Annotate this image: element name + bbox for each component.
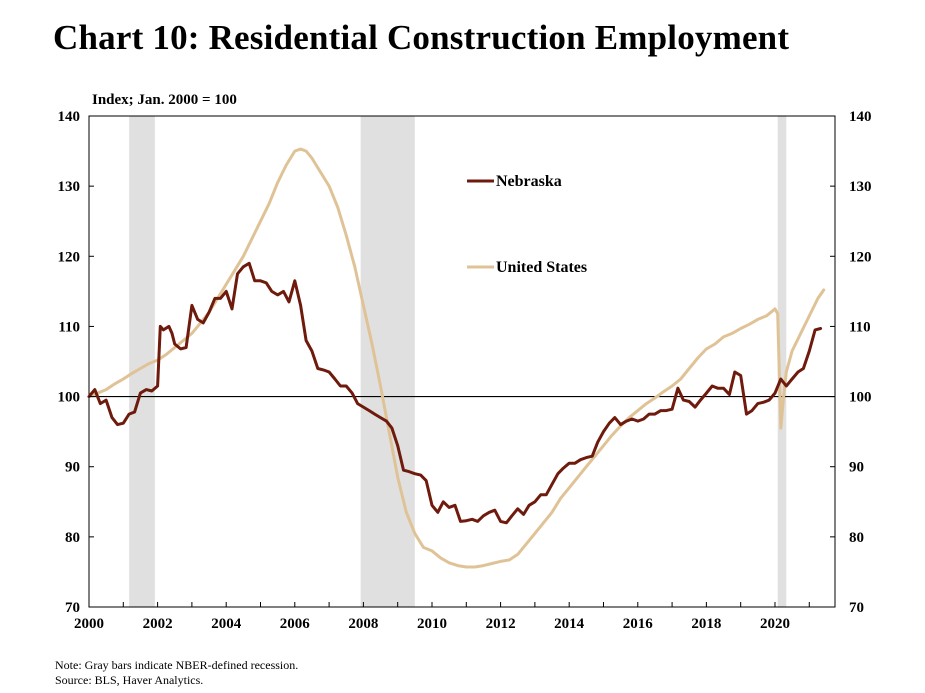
- source-note: Source: BLS, Haver Analytics.: [55, 673, 204, 687]
- y-tick-label-left: 100: [58, 390, 81, 406]
- axis-ticks: [88, 115, 835, 608]
- chart-title: Chart 10: Residential Construction Emplo…: [53, 18, 790, 57]
- y-tick-label-right: 120: [849, 249, 872, 265]
- y-tick-label-left: 110: [58, 319, 80, 335]
- x-tick-label: 2016: [623, 616, 654, 632]
- y-tick-label-left: 130: [58, 179, 81, 195]
- x-tick-label: 2008: [348, 616, 378, 632]
- y-tick-label-left: 80: [65, 530, 80, 546]
- plot-border: [88, 115, 836, 608]
- x-tick-label: 2000: [74, 616, 104, 632]
- x-tick-label: 2018: [691, 616, 721, 632]
- y-tick-label-right: 130: [849, 179, 872, 195]
- y-axis-unit-label: Index; Jan. 2000 = 100: [92, 92, 237, 108]
- recession-bar-1: [360, 116, 415, 607]
- chart-notes: Note: Gray bars indicate NBER-defined re…: [55, 658, 298, 688]
- x-tick-label: 2004: [211, 616, 242, 632]
- legend-item-nebraska: Nebraska: [467, 173, 562, 190]
- x-tick-label: 2010: [417, 616, 447, 632]
- x-tick-label: 2006: [280, 616, 311, 632]
- recession-bar-2: [777, 116, 787, 607]
- y-tick-label-right: 110: [849, 319, 871, 335]
- legend: Nebraska United States: [467, 173, 587, 276]
- legend-label: United States: [496, 259, 587, 276]
- y-tick-label-right: 90: [849, 460, 864, 476]
- series-line-united-states: [87, 147, 826, 569]
- x-tick-label: 2020: [760, 616, 790, 632]
- legend-label: Nebraska: [496, 173, 562, 190]
- y-tick-label-right: 140: [849, 109, 872, 125]
- y-tick-label-left: 70: [65, 600, 80, 616]
- y-tick-label-left: 140: [58, 109, 81, 125]
- plot-frame: [88, 115, 836, 608]
- series-lines: [87, 147, 826, 569]
- x-tick-label: 2014: [554, 616, 585, 632]
- y-tick-label-right: 70: [849, 600, 864, 616]
- legend-item-united-states: United States: [467, 259, 587, 276]
- y-tick-label-left: 90: [65, 460, 80, 476]
- x-tick-label: 2012: [486, 616, 516, 632]
- x-tick-label: 2002: [143, 616, 173, 632]
- recession-note: Note: Gray bars indicate NBER-defined re…: [55, 658, 299, 672]
- axis-labels: 70 70 80 80 90 90 100 100 110 110 120 120 130 130 140 1…: [58, 109, 872, 632]
- y-tick-label-left: 120: [58, 249, 81, 265]
- y-tick-label-right: 100: [849, 390, 872, 406]
- y-tick-label-right: 80: [849, 530, 864, 546]
- series-line-nebraska: [87, 261, 823, 525]
- recession-bars: [129, 116, 787, 607]
